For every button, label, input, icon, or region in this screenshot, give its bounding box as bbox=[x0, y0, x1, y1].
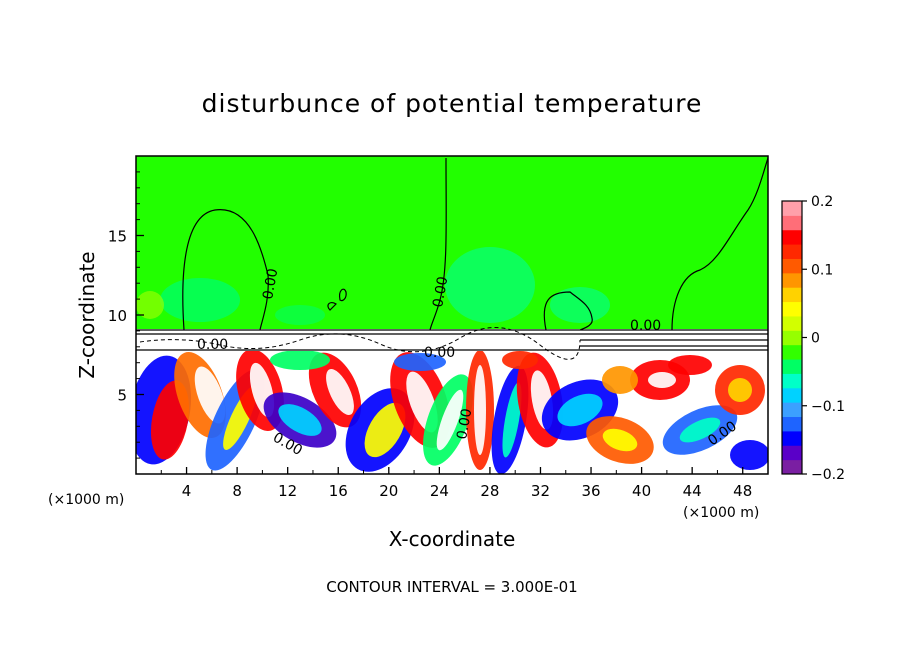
field-patch bbox=[557, 393, 603, 427]
turbulent-field bbox=[136, 349, 768, 474]
x-tick-label: 36 bbox=[581, 482, 600, 500]
x-tick-label: 32 bbox=[531, 482, 550, 500]
colorbar-swatch bbox=[782, 272, 802, 288]
x-tick-label: 8 bbox=[232, 482, 242, 500]
field-patch bbox=[602, 366, 638, 394]
x-tick-label: 24 bbox=[430, 482, 449, 500]
colorbar bbox=[781, 200, 803, 475]
contour-line bbox=[429, 157, 447, 331]
field-patch bbox=[326, 368, 354, 416]
colorbar-swatch bbox=[782, 258, 802, 274]
colorbar-swatch bbox=[782, 215, 802, 231]
contour-label: 0.00 bbox=[424, 345, 455, 361]
upper-patch bbox=[160, 278, 240, 322]
field-patch bbox=[278, 404, 322, 436]
contour-line bbox=[543, 291, 593, 331]
y-axis: 5 10 15 bbox=[108, 171, 144, 459]
colorbar-swatch bbox=[782, 287, 802, 303]
colorbar-swatch bbox=[782, 344, 802, 360]
interface-dashed bbox=[139, 327, 581, 360]
field-patch bbox=[394, 353, 446, 371]
contour-label: 0.00 bbox=[630, 318, 661, 334]
y-axis-label: Z-coordinate bbox=[75, 251, 99, 378]
upper-patch bbox=[550, 287, 610, 323]
colorbar-ticks: 0.2 0.1 0 −0.1 −0.2 bbox=[802, 194, 845, 483]
field-patch bbox=[502, 382, 522, 458]
colorbar-swatch bbox=[782, 244, 802, 259]
colorbar-swatch bbox=[782, 201, 802, 216]
field-patch bbox=[728, 378, 752, 402]
x-tick-label: 28 bbox=[480, 482, 499, 500]
x-unit-left: (×1000 m) bbox=[48, 492, 124, 508]
field-patch bbox=[436, 389, 464, 451]
colorbar-swatch bbox=[782, 445, 802, 461]
colorbar-tick-label: 0.1 bbox=[811, 262, 833, 278]
colorbar-swatch bbox=[782, 315, 802, 331]
x-tick-label: 12 bbox=[278, 482, 297, 500]
interface-contours bbox=[136, 329, 768, 351]
x-tick-label: 4 bbox=[182, 482, 192, 500]
field-patch bbox=[364, 402, 406, 458]
colorbar-swatch bbox=[782, 359, 802, 374]
field-patch bbox=[270, 350, 330, 370]
colorbar-swatch bbox=[782, 373, 802, 389]
field-patch bbox=[730, 440, 768, 470]
x-tick-label: 40 bbox=[632, 482, 651, 500]
chart-title: disturbunce of potential temperature bbox=[202, 89, 703, 118]
contour-label: 0.00 bbox=[430, 275, 451, 308]
plot-area bbox=[136, 156, 768, 474]
field-patch bbox=[502, 351, 538, 369]
x-unit-right: (×1000 m) bbox=[683, 505, 759, 521]
colorbar-swatch bbox=[782, 330, 802, 346]
x-tick-label: 20 bbox=[379, 482, 398, 500]
colorbar-tick-label: 0.2 bbox=[811, 194, 833, 210]
upper-patch bbox=[275, 305, 325, 325]
x-axis-label: X-coordinate bbox=[389, 527, 516, 551]
contour-label: 0.00 bbox=[197, 337, 228, 353]
upper-patch bbox=[445, 247, 535, 323]
colorbar-swatch bbox=[782, 459, 802, 475]
contour-label: 0.00 bbox=[454, 407, 475, 440]
x-tick-label: 48 bbox=[733, 482, 752, 500]
field-patch bbox=[194, 366, 226, 424]
colorbar-swatch bbox=[782, 416, 802, 432]
x-axis: 4 8 12 16 20 24 28 32 36 40 44 48 bbox=[160, 467, 752, 500]
colorbar-swatch bbox=[782, 301, 802, 317]
upper-layer-fill bbox=[136, 156, 768, 336]
colorbar-tick-label: −0.2 bbox=[811, 467, 845, 483]
contour-line bbox=[671, 157, 768, 331]
y-tick-label: 5 bbox=[117, 387, 127, 405]
contour-label: 0.00 bbox=[260, 267, 281, 300]
contour-interval-note: CONTOUR INTERVAL = 3.000E-01 bbox=[326, 578, 577, 596]
colorbar-swatch bbox=[782, 402, 802, 418]
y-tick-label: 10 bbox=[108, 307, 127, 325]
colorbar-swatch bbox=[782, 430, 802, 446]
colorbar-swatch bbox=[782, 387, 802, 403]
field-patch bbox=[668, 355, 712, 375]
field-patch bbox=[602, 428, 638, 452]
colorbar-tick-label: 0 bbox=[811, 331, 820, 347]
contour-line bbox=[327, 301, 337, 311]
x-tick-label: 44 bbox=[683, 482, 702, 500]
colorbar-tick-label: −0.1 bbox=[811, 399, 845, 415]
x-tick-label: 16 bbox=[329, 482, 348, 500]
field-patch bbox=[648, 372, 676, 388]
y-tick-label: 15 bbox=[108, 228, 127, 246]
field-patch bbox=[679, 417, 721, 443]
colorbar-swatch bbox=[782, 229, 802, 245]
contour-line bbox=[182, 209, 269, 331]
upper-patch bbox=[136, 291, 164, 319]
field-patch bbox=[474, 365, 486, 455]
contour-line bbox=[339, 288, 347, 302]
